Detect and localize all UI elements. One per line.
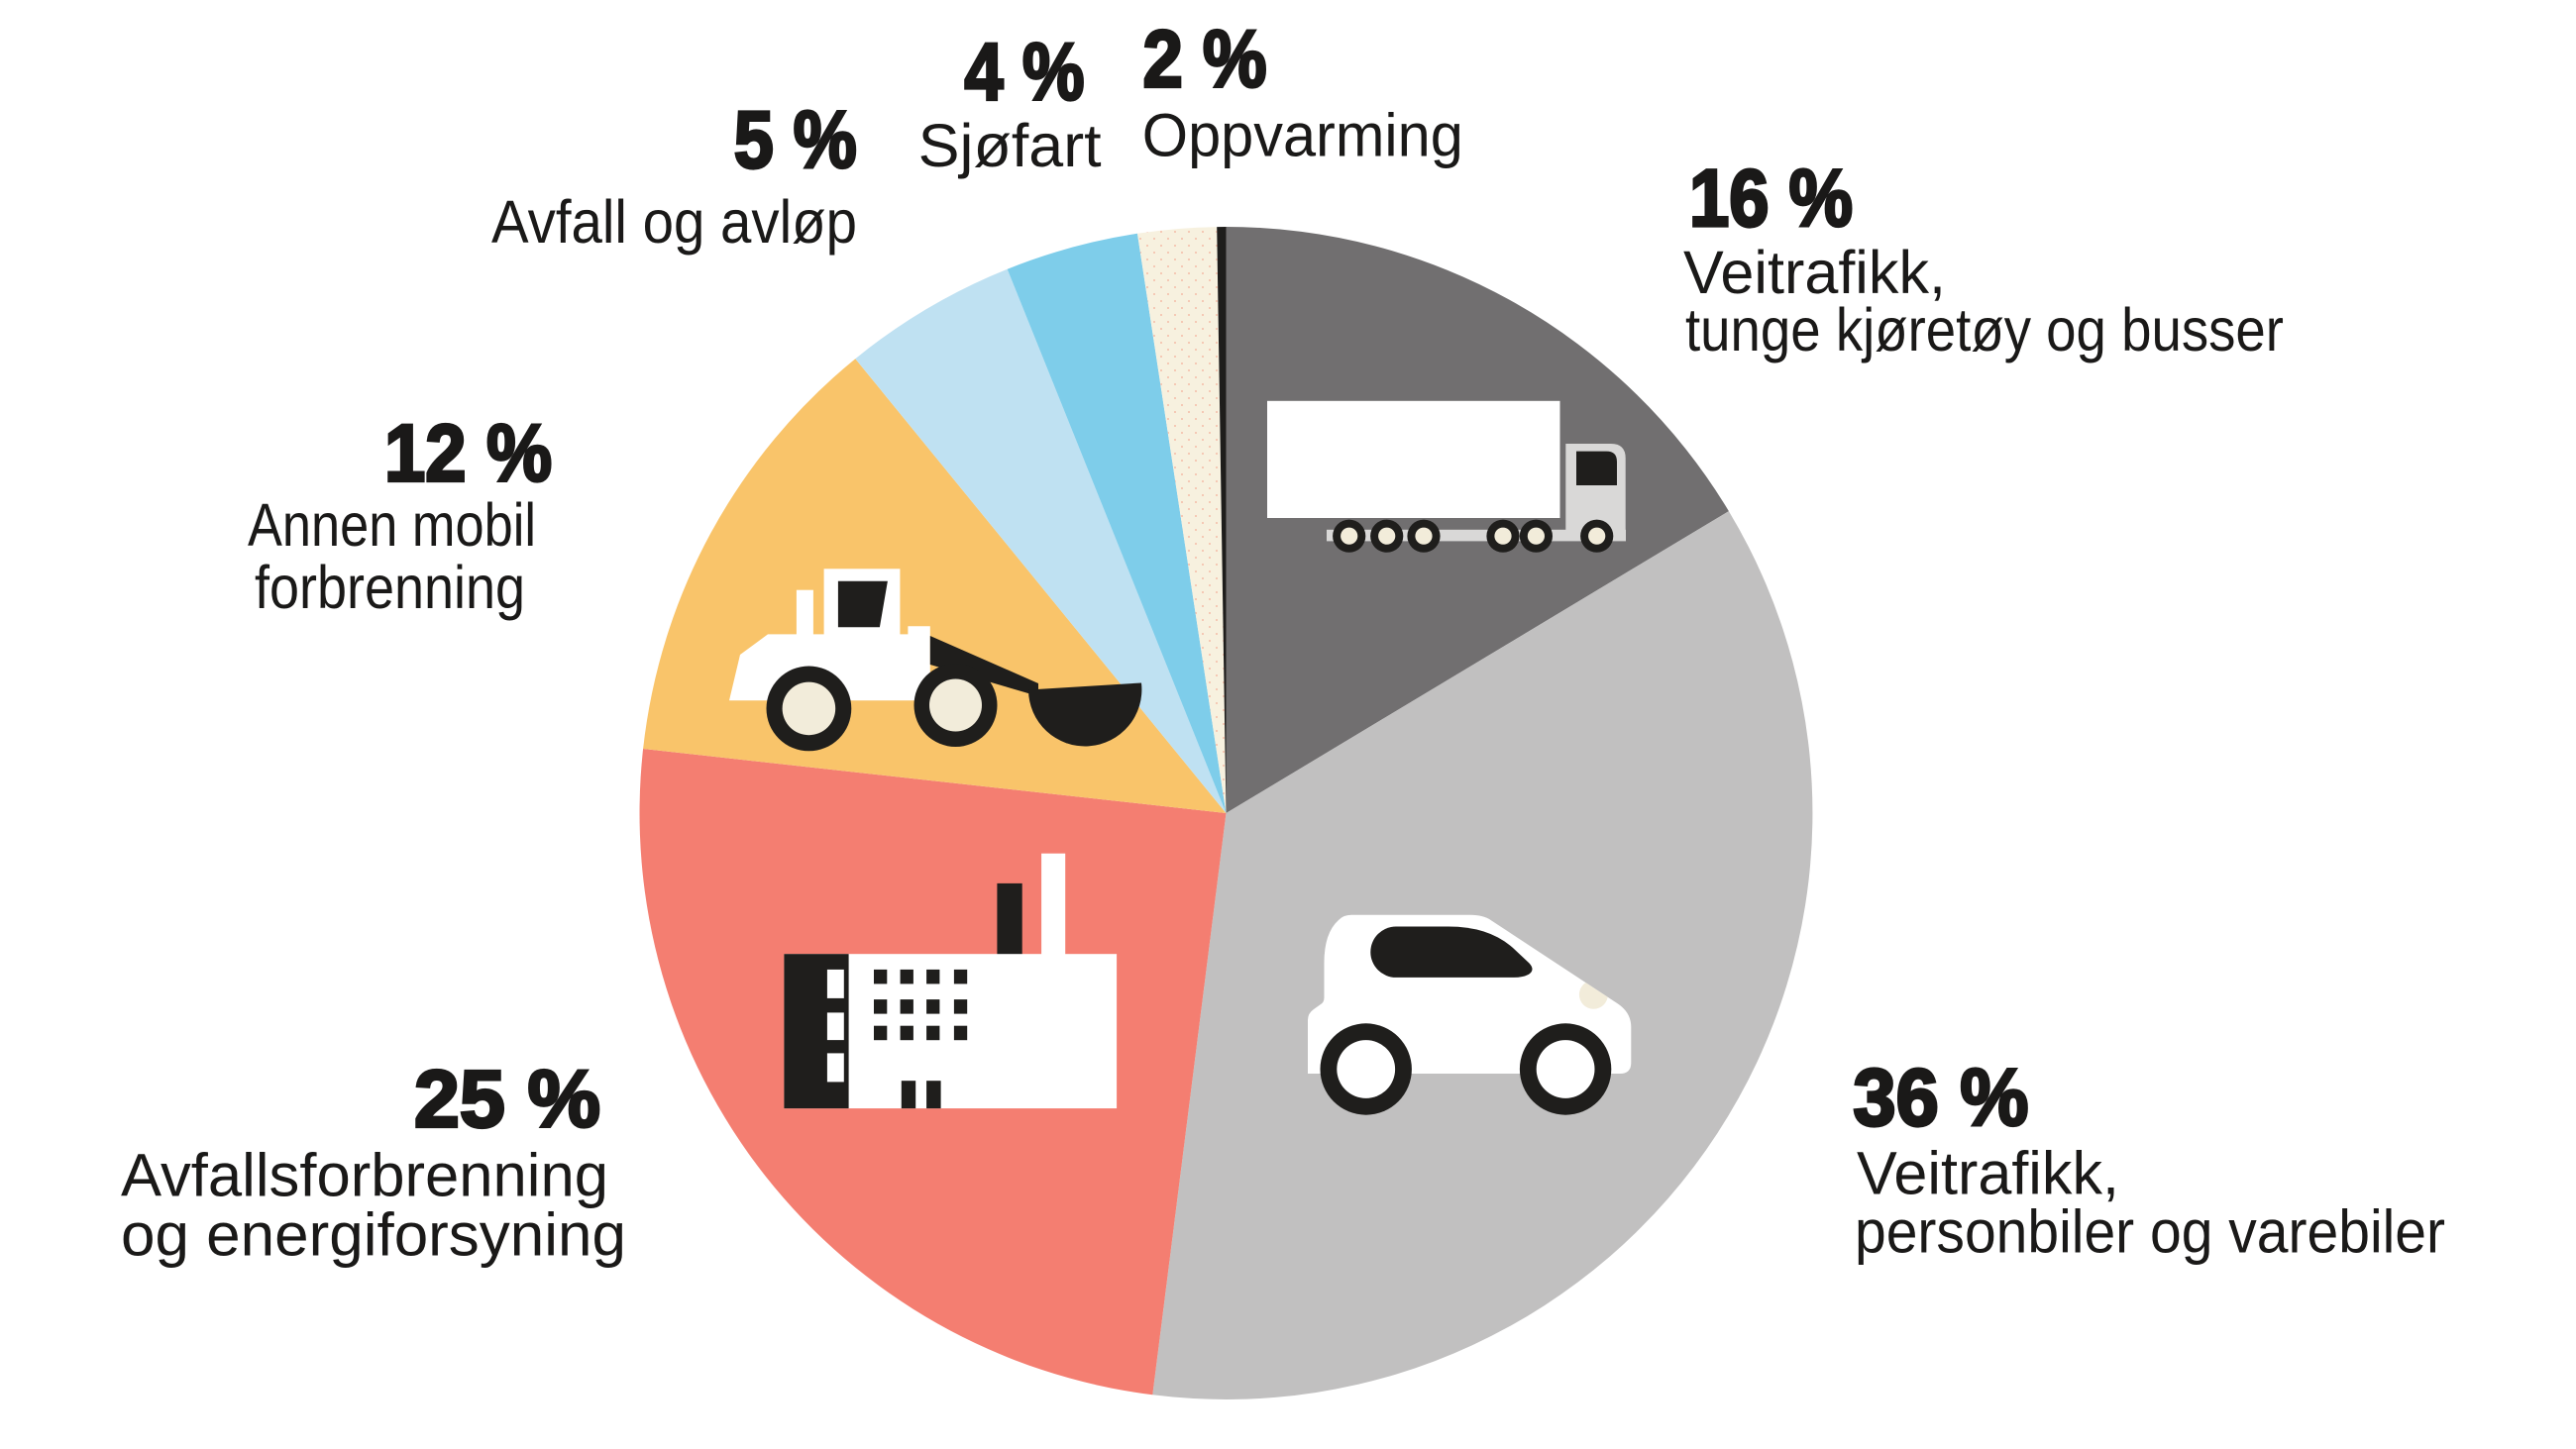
svg-text:4 %: 4 % — [965, 27, 1085, 117]
svg-text:2 %: 2 % — [1143, 14, 1267, 104]
svg-text:5 %: 5 % — [734, 95, 857, 185]
svg-text:Sjøfart: Sjøfart — [918, 112, 1102, 179]
svg-text:Annen mobil: Annen mobil — [248, 491, 536, 559]
svg-text:personbiler og varebiler: personbiler og varebiler — [1855, 1198, 2445, 1266]
svg-text:Avfallsforbrenning: Avfallsforbrenning — [121, 1142, 608, 1209]
svg-text:36 %: 36 % — [1853, 1053, 2028, 1143]
svg-text:Oppvarming: Oppvarming — [1142, 102, 1463, 169]
svg-text:og energiforsyning: og energiforsyning — [121, 1200, 626, 1268]
svg-text:12 %: 12 % — [384, 409, 552, 499]
svg-text:Veitrafikk,: Veitrafikk, — [1857, 1139, 2119, 1206]
svg-text:16 %: 16 % — [1689, 154, 1853, 244]
svg-text:Avfall og avløp: Avfall og avløp — [491, 188, 857, 256]
svg-text:tunge kjøretøy og busser: tunge kjøretøy og busser — [1685, 296, 2284, 363]
svg-text:Veitrafikk,: Veitrafikk, — [1683, 239, 1946, 306]
svg-text:forbrenning: forbrenning — [255, 554, 525, 621]
svg-text:25 %: 25 % — [414, 1055, 600, 1145]
